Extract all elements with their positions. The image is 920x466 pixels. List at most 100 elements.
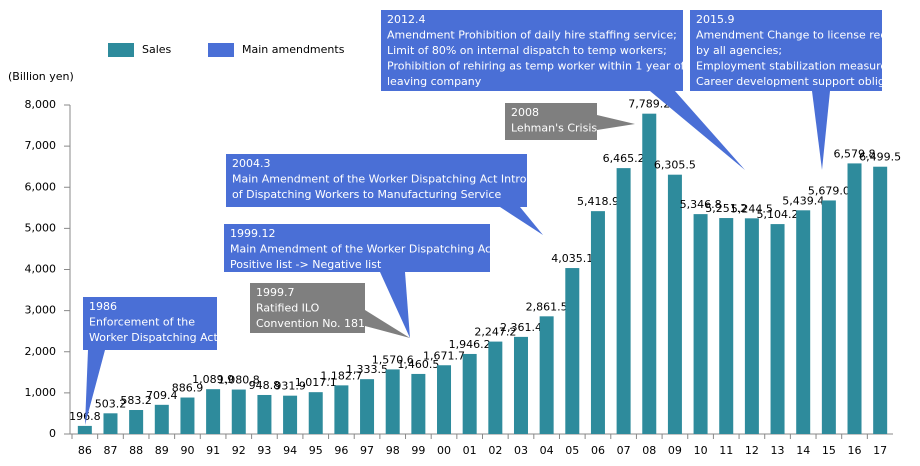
callout-text: Amendment Change to license required	[696, 29, 915, 42]
y-tick-label: 2,000	[25, 345, 57, 358]
x-tick-label: 16	[848, 444, 862, 457]
callout-text: Main Amendment of the Worker Dispatching…	[232, 173, 568, 186]
value-label: 1,570.6	[372, 353, 414, 366]
callout-box	[224, 224, 490, 272]
bar	[642, 113, 657, 434]
value-label: 6,579.8	[834, 147, 876, 160]
bar	[488, 341, 503, 434]
x-tick-label: 17	[873, 444, 887, 457]
value-label: 583.2	[120, 394, 152, 407]
x-tick-label: 00	[437, 444, 451, 457]
x-tick-label: 87	[103, 444, 117, 457]
callout-pointer	[85, 350, 105, 425]
x-tick-label: 99	[411, 444, 425, 457]
y-tick-label: 6,000	[25, 180, 57, 193]
bar	[821, 200, 836, 434]
bar	[308, 392, 323, 434]
value-label: 5,418.9	[577, 195, 619, 208]
callout-text: 2008	[511, 106, 539, 119]
bar	[206, 389, 221, 434]
bar	[847, 163, 862, 434]
callout-pointer	[380, 272, 410, 338]
callout-box	[83, 297, 217, 350]
value-label: 6,305.5	[654, 159, 696, 172]
y-tick-label: 5,000	[25, 221, 57, 234]
value-label: 5,251.2	[705, 202, 747, 215]
value-label: 6,499.5	[859, 151, 901, 164]
y-tick-label: 1,000	[25, 386, 57, 399]
x-tick-label: 02	[488, 444, 502, 457]
value-label: 931.9	[274, 380, 306, 393]
bar	[590, 211, 605, 434]
x-tick-label: 95	[309, 444, 323, 457]
bar	[693, 214, 708, 434]
x-tick-label: 97	[360, 444, 374, 457]
x-tick-label: 89	[155, 444, 169, 457]
legend-swatch	[208, 43, 234, 57]
y-tick-label: 3,000	[25, 304, 57, 317]
callout-box	[226, 154, 527, 207]
callout-text: Enforcement of the	[89, 316, 195, 329]
x-tick-label: 08	[642, 444, 656, 457]
bar	[180, 397, 195, 434]
callout-text: Convention No. 181	[256, 317, 365, 330]
value-label: 1,333.5	[346, 363, 388, 376]
y-tick-label: 4,000	[25, 263, 57, 276]
x-tick-label: 98	[386, 444, 400, 457]
bar	[462, 353, 477, 434]
callout-pointer	[365, 310, 410, 338]
value-label: 2,361.4	[500, 321, 542, 334]
bar	[667, 174, 682, 434]
bar	[796, 210, 811, 434]
callout-text: 2012.4	[387, 13, 426, 26]
x-tick-label: 10	[694, 444, 708, 457]
value-label: 886.9	[172, 382, 204, 395]
value-label: 5,346.8	[680, 198, 722, 211]
value-label: 5,244.5	[731, 202, 773, 215]
callout-text: Prohibition of rehiring as temp worker w…	[387, 60, 686, 73]
callout-text: Employment stabilization measures;	[696, 60, 897, 73]
legend-label: Main amendments	[242, 43, 345, 56]
value-label: 1,089.9	[192, 373, 234, 386]
y-tick-label: 0	[49, 427, 56, 440]
x-tick-label: 93	[257, 444, 271, 457]
callout-text: Limit of 80% on internal dispatch to tem…	[387, 44, 667, 57]
value-label: 5,679.0	[808, 184, 850, 197]
value-label: 196.8	[69, 410, 101, 423]
value-label: 948.8	[249, 379, 281, 392]
y-tick-label: 8,000	[25, 98, 57, 111]
bar	[770, 224, 785, 434]
x-tick-label: 88	[129, 444, 143, 457]
value-label: 1,182.7	[320, 369, 362, 382]
callout-pointer	[650, 91, 745, 170]
callout-text: of Dispatching Workers to Manufacturing …	[232, 188, 501, 201]
bar	[616, 168, 631, 434]
callout-text: Ratified ILO	[256, 302, 320, 315]
callout-text: 1986	[89, 300, 117, 313]
value-label: 5,104.2	[757, 208, 799, 221]
bar	[360, 379, 375, 434]
bar	[385, 369, 400, 434]
x-tick-label: 11	[719, 444, 733, 457]
value-label: 1,671.7	[423, 349, 465, 362]
bar	[77, 425, 92, 434]
x-tick-label: 05	[565, 444, 579, 457]
callout-text: 2004.3	[232, 157, 271, 170]
bar	[257, 394, 272, 434]
bar	[154, 404, 169, 434]
bar	[719, 218, 734, 434]
callout-text: Positive list -> Negative list	[230, 258, 382, 271]
bar	[283, 395, 298, 434]
callout-text: 2015.9	[696, 13, 735, 26]
callout-pointer	[812, 91, 830, 170]
callout-text: 1999.12	[230, 227, 276, 240]
x-tick-label: 07	[617, 444, 631, 457]
x-tick-label: 15	[822, 444, 836, 457]
bar	[411, 373, 426, 434]
value-label: 2,861.5	[526, 300, 568, 313]
x-tick-label: 92	[232, 444, 246, 457]
bar	[513, 336, 528, 434]
bar	[539, 316, 554, 434]
y-tick-label: 7,000	[25, 139, 57, 152]
